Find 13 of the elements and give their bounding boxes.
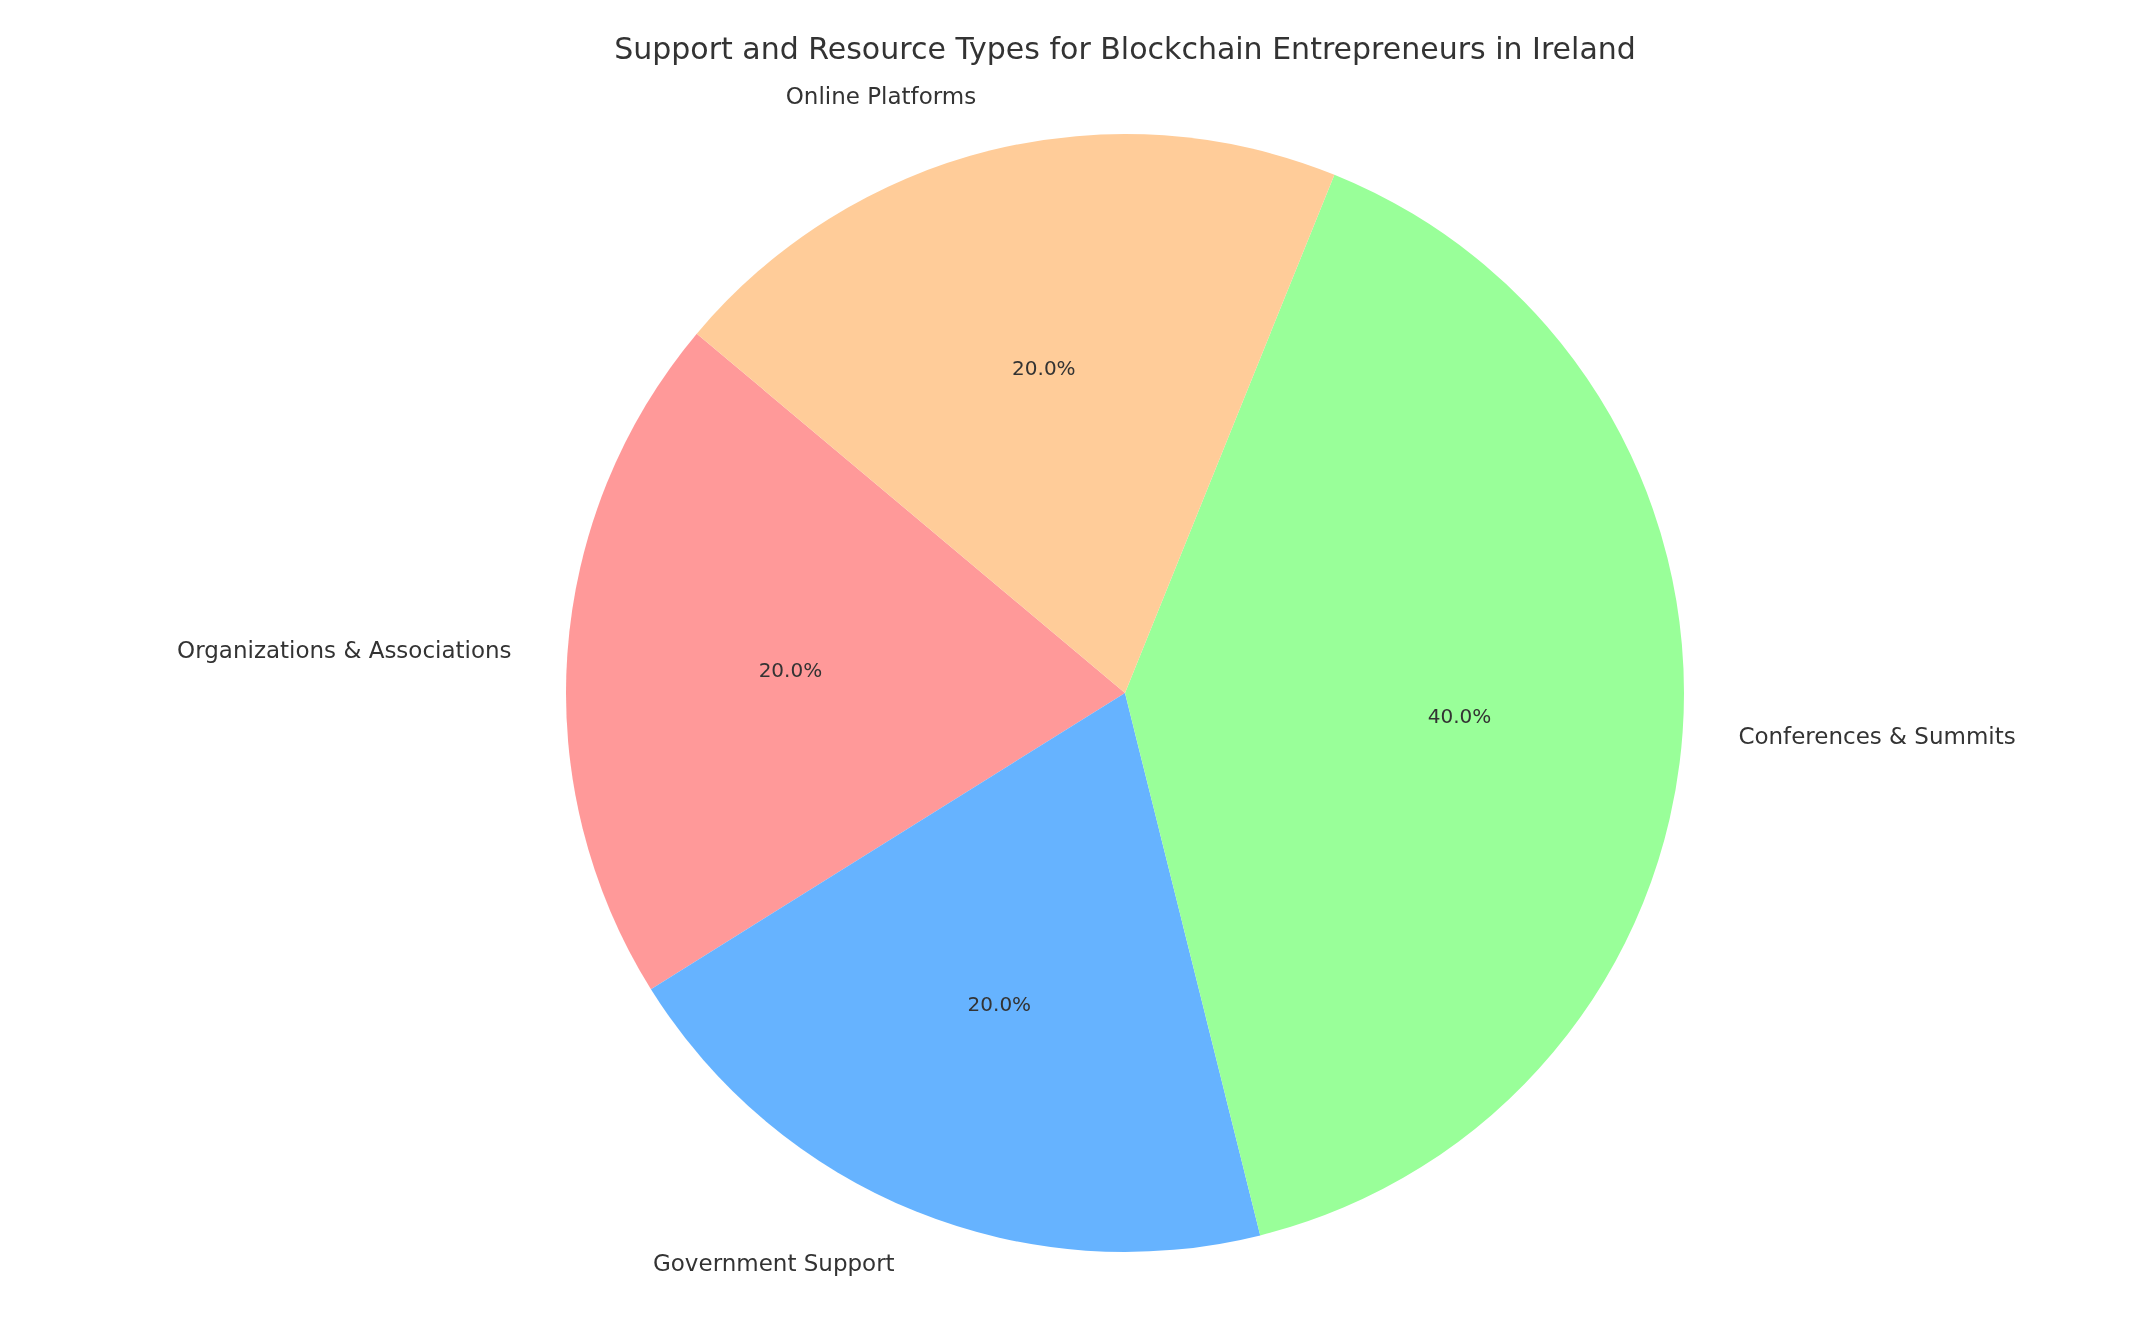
pie-slice — [696, 134, 1335, 693]
pie-slice — [650, 693, 1261, 1252]
pie-slice — [1125, 174, 1684, 1236]
chart-title: Support and Resource Types for Blockchain Entrepreneurs in Ireland — [614, 30, 1636, 66]
data-label: 40.0% — [1427, 704, 1492, 729]
data-label: 20.0% — [1012, 355, 1076, 380]
slice-label: Government Support — [652, 1250, 895, 1277]
data-label: 20.0% — [967, 991, 1032, 1016]
slice-label: Organizations & Associations — [177, 637, 512, 664]
slice-label: Conferences & Summits — [1738, 722, 2016, 749]
data-label: 20.0% — [758, 657, 823, 682]
pie-slice — [566, 333, 1125, 990]
slice-label: Online Platforms — [785, 83, 977, 110]
